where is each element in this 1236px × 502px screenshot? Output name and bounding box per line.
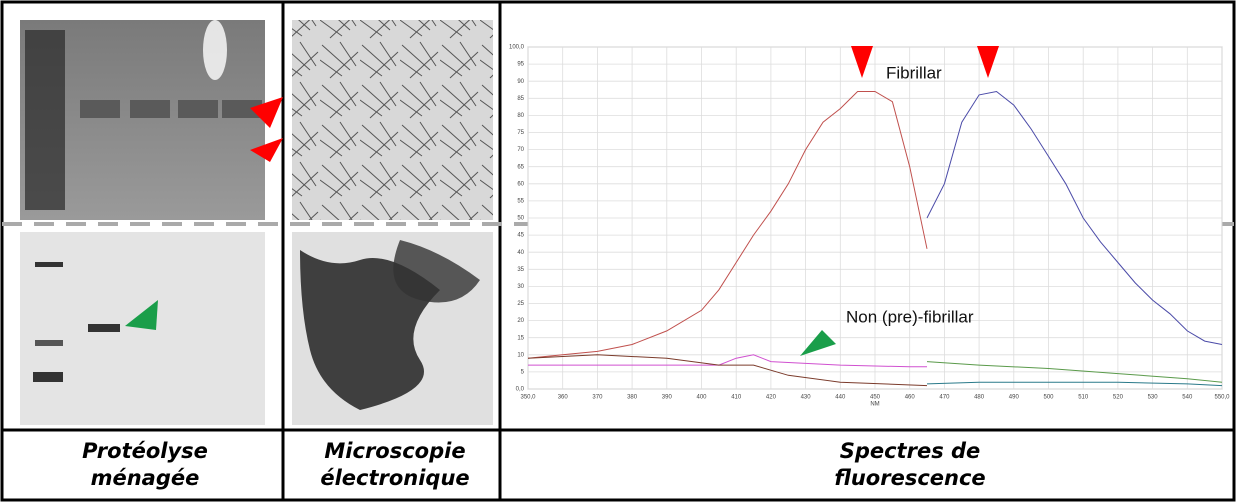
- y-tick-label: 75: [517, 130, 524, 136]
- x-tick-label: 450: [870, 395, 881, 401]
- gel-image: [20, 20, 283, 425]
- x-tick-label: 360: [558, 395, 569, 401]
- microscopy-image: [292, 20, 493, 425]
- x-tick-label: 480: [974, 395, 985, 401]
- x-tick-label: 430: [801, 395, 812, 401]
- x-tick-label: 380: [627, 395, 638, 401]
- y-tick-label: 35: [517, 267, 524, 273]
- series-line: [926, 381, 1223, 387]
- y-tick-label: 55: [517, 198, 524, 204]
- x-tick-label: 370: [592, 395, 603, 401]
- annotation: Fibrillar: [886, 63, 942, 82]
- y-tick-label: 30: [517, 284, 524, 290]
- arrow: [851, 46, 999, 78]
- caption: Microscopie électronique: [320, 439, 470, 490]
- x-tick-label: 550,0: [1214, 395, 1230, 401]
- series-line: [527, 354, 928, 387]
- y-tick-label: 70: [517, 147, 524, 153]
- x-tick-label: 470: [939, 395, 950, 401]
- y-tick-label: 25: [517, 301, 524, 307]
- x-tick-label: 540: [1182, 395, 1193, 401]
- caption: Spectres de fluorescence: [834, 439, 986, 490]
- arrow: [800, 330, 836, 356]
- y-tick-label: 100,0: [509, 45, 525, 51]
- series-line: [926, 90, 1223, 345]
- y-tick-label: 95: [517, 62, 524, 68]
- y-tick-label: 90: [517, 79, 524, 85]
- x-tick-label: 350,0: [520, 395, 536, 401]
- x-tick-label: 400: [696, 395, 707, 401]
- x-tick-label: 490: [1009, 395, 1020, 401]
- y-tick-label: 5: [521, 369, 525, 375]
- y-tick-label: 45: [517, 233, 524, 239]
- y-tick-label: 15: [517, 335, 524, 341]
- y-tick-label: 85: [517, 96, 524, 102]
- series-line: [527, 91, 928, 359]
- x-tick-label: 500: [1043, 395, 1054, 401]
- x-tick-label: 460: [905, 395, 916, 401]
- x-tick-label: 510: [1078, 395, 1089, 401]
- spectrum-chart: 0,05101520253035404550556065707580859095…: [509, 45, 1230, 408]
- series-line: [528, 354, 927, 368]
- x-tick-label: 420: [766, 395, 777, 401]
- annotation: Non (pre)-fibrillar: [846, 307, 974, 326]
- y-tick-label: 65: [517, 164, 524, 170]
- x-axis-label: NM: [870, 402, 879, 408]
- x-tick-label: 410: [731, 395, 742, 401]
- y-tick-label: 0,0: [516, 387, 525, 393]
- series-line: [926, 361, 1223, 383]
- y-tick-label: 20: [517, 318, 524, 324]
- y-tick-label: 50: [517, 216, 524, 222]
- x-tick-label: 530: [1148, 395, 1159, 401]
- y-tick-label: 60: [517, 181, 524, 187]
- y-tick-label: 10: [517, 352, 524, 358]
- x-tick-label: 440: [835, 395, 846, 401]
- x-tick-label: 390: [662, 395, 673, 401]
- caption: Protéolyse ménagée: [82, 439, 208, 490]
- x-tick-label: 520: [1113, 395, 1124, 401]
- y-tick-label: 80: [517, 113, 524, 119]
- y-tick-label: 40: [517, 250, 524, 256]
